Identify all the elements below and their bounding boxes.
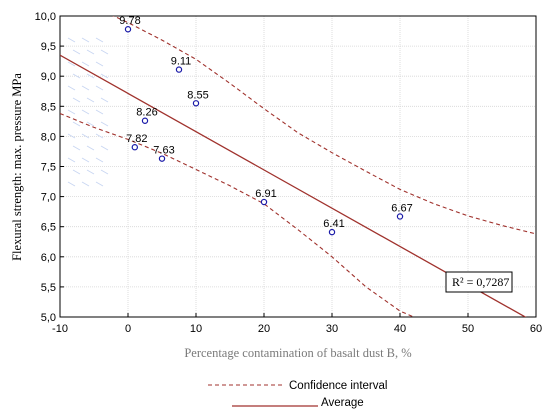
data-point — [396, 213, 404, 220]
r2-box-frame — [445, 271, 513, 293]
x-tick-label: 50 — [462, 323, 474, 335]
data-point — [192, 100, 200, 107]
data-point — [141, 117, 149, 124]
y-tick-label: 6,5 — [41, 222, 56, 234]
data-point-label: 9.11 — [171, 56, 192, 68]
y-tick-label: 5,0 — [41, 312, 56, 324]
hatch-mark — [72, 97, 81, 103]
x-axis-ticks: -10 0 10 20 30 40 50 60 — [52, 313, 542, 335]
data-point-label: 7.82 — [126, 133, 147, 145]
x-tick-label: 40 — [394, 323, 406, 335]
data-point-label: 7.63 — [153, 145, 174, 157]
data-point — [328, 228, 336, 236]
hatch-mark — [100, 169, 109, 175]
hatch-mark — [67, 61, 76, 67]
x-tick-label: 10 — [190, 323, 202, 335]
hatch-mark — [81, 109, 90, 115]
hatch-mark — [100, 145, 109, 151]
x-tick-label: 30 — [326, 323, 338, 335]
data-point — [260, 198, 268, 206]
background-hatching — [67, 37, 109, 187]
data-point — [131, 144, 138, 151]
grid-lines — [60, 16, 536, 317]
hatch-mark — [81, 37, 90, 43]
y-tick-label: 7,0 — [41, 192, 56, 204]
hatch-mark — [81, 133, 90, 139]
data-point-label: 6.41 — [323, 218, 344, 230]
data-point — [175, 66, 183, 73]
y-tick-label: 8,0 — [41, 131, 56, 143]
hatch-mark — [67, 85, 76, 91]
hatch-mark — [81, 181, 90, 187]
hatch-mark — [100, 121, 109, 127]
y-tick-label: 9,5 — [41, 41, 56, 53]
data-points: 9.78 9.11 8.26 8.55 7.82 7.63 6.91 6.41 6.67 — [119, 15, 413, 236]
hatch-mark — [72, 169, 81, 175]
data-point-label: 8.55 — [187, 89, 208, 101]
hatch-mark — [86, 97, 95, 103]
hatch-mark — [86, 73, 95, 79]
r2-label: R² = 0,7287 — [452, 275, 509, 289]
x-tick-label: 20 — [258, 323, 270, 335]
confidence-lower-line — [60, 112, 414, 317]
y-axis-ticks: 5,0 5,5 6,0 6,5 7,0 7,5 8,0 8,5 9,0 9,5 10,0 — [35, 11, 64, 324]
hatch-mark — [95, 61, 104, 67]
hatch-mark — [100, 49, 109, 55]
hatch-mark — [67, 109, 76, 115]
y-tick-label: 9,0 — [41, 71, 56, 83]
hatch-mark — [67, 181, 76, 187]
hatch-mark — [95, 181, 104, 187]
hatch-mark — [72, 49, 81, 55]
hatch-mark — [95, 157, 104, 163]
y-tick-label: 5,5 — [41, 282, 56, 294]
y-tick-label: 10,0 — [35, 11, 56, 23]
x-axis-title: Percentage contamination of basalt dust … — [184, 346, 411, 360]
hatch-mark — [81, 157, 90, 163]
hatch-mark — [81, 61, 90, 67]
hatch-mark — [95, 109, 104, 115]
y-tick-label: 8,5 — [41, 101, 56, 113]
hatch-mark — [95, 133, 104, 139]
hatch-mark — [86, 49, 95, 55]
hatch-mark — [72, 121, 81, 127]
x-tick-label: -10 — [52, 323, 68, 335]
hatch-mark — [67, 133, 76, 139]
hatch-mark — [100, 73, 109, 79]
hatch-mark — [72, 73, 81, 79]
hatch-mark — [67, 157, 76, 163]
r2-box: R² = 0,7287 — [445, 271, 513, 293]
legend-label-confidence: Confidence interval — [289, 380, 387, 392]
data-point-label: 8.26 — [136, 107, 157, 119]
hatch-mark — [72, 145, 81, 151]
data-point-label: 6.67 — [391, 202, 412, 214]
legend-label-average: Average — [321, 397, 364, 409]
data-point — [124, 26, 132, 33]
y-tick-label: 6,0 — [41, 252, 56, 264]
hatch-mark — [86, 145, 95, 151]
hatch-mark — [67, 37, 76, 43]
hatch-mark — [95, 85, 104, 91]
data-point-label: 9.78 — [119, 15, 140, 27]
hatch-mark — [86, 169, 95, 175]
x-tick-label: 60 — [530, 323, 542, 335]
legend: Confidence interval Average — [208, 380, 387, 409]
confidence-bands — [60, 16, 536, 317]
hatch-mark — [81, 85, 90, 91]
hatch-mark — [86, 121, 95, 127]
confidence-upper-line — [112, 16, 536, 235]
y-axis-title: Flexural strength: max. pressure MPa — [10, 73, 24, 261]
x-tick-label: 0 — [125, 323, 131, 335]
hatch-mark — [100, 97, 109, 103]
data-point-label: 6.91 — [255, 188, 276, 200]
hatch-mark — [95, 37, 104, 43]
y-tick-label: 7,5 — [41, 162, 56, 174]
data-point — [158, 155, 166, 162]
